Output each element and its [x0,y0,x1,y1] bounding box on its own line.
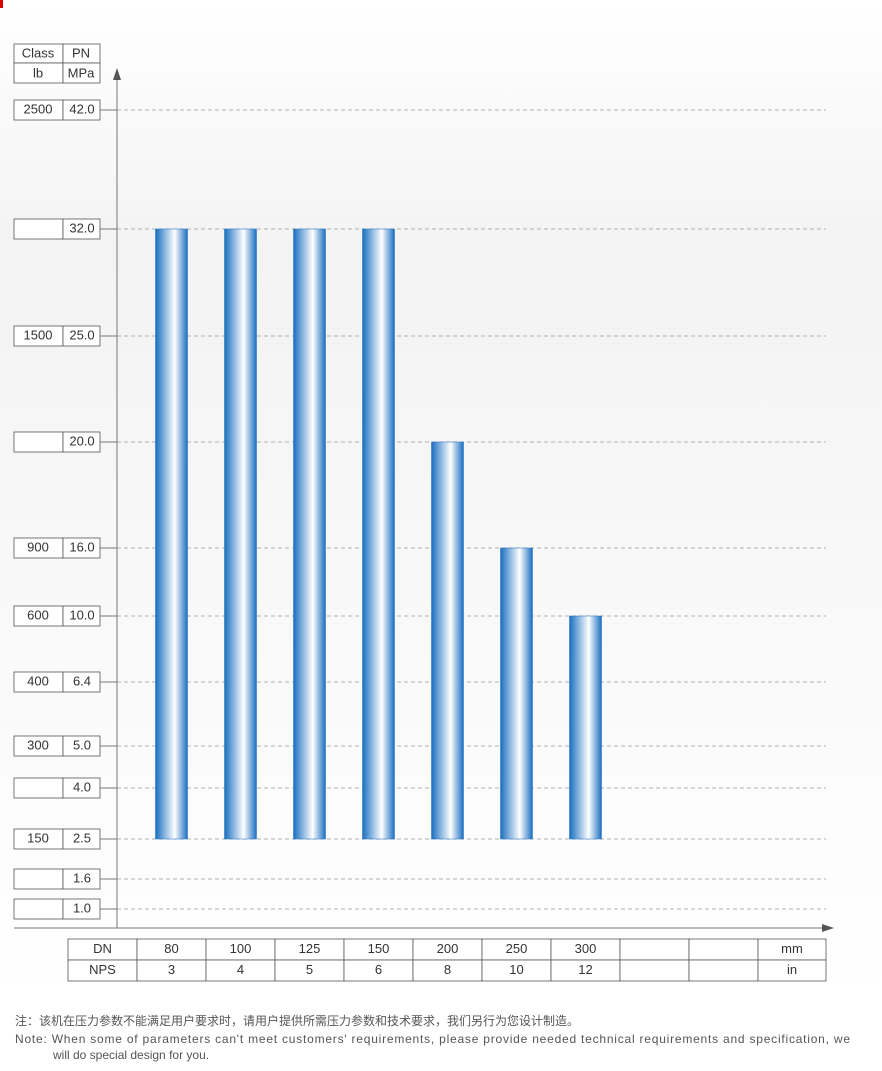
y-tick-label: 1.0 [73,900,91,915]
pn-unit: MPa [68,65,96,80]
class-label: 900 [27,539,49,554]
x-tick-label: 100 [230,941,252,956]
y-tick-label: 16.0 [69,539,94,554]
x-tick-label: 250 [506,941,528,956]
nps-unit: in [787,962,797,977]
x-arrow [822,924,834,932]
class-header: Class [22,45,55,60]
header-cell [62,62,101,84]
y-tick-label: 20.0 [69,433,94,448]
class-label: 300 [27,737,49,752]
bar [431,441,464,840]
table-cell [619,959,690,982]
y-tick-label: 32.0 [69,220,94,235]
class-cell [13,431,64,453]
y-tick-label: 42.0 [69,101,94,116]
dn-label: DN [93,941,112,956]
y-arrow [113,68,121,80]
y-tick-label: 2.5 [73,830,91,845]
x-tick-label: 125 [299,941,321,956]
class-label: 400 [27,673,49,688]
bar [362,228,395,840]
nps-tick-label: 5 [306,962,313,977]
corner-mark [0,0,3,8]
nps-tick-label: 3 [168,962,175,977]
y-tick-label: 25.0 [69,327,94,342]
note-en: Note: When some of parameters can't meet… [15,1032,850,1046]
x-tick-label: 80 [164,941,178,956]
y-tick-label: 6.4 [73,673,91,688]
class-cell [13,218,64,240]
nps-tick-label: 4 [237,962,244,977]
table-cell [757,959,827,982]
table-cell [688,938,759,961]
y-tick-label: 10.0 [69,607,94,622]
nps-label: NPS [89,962,116,977]
x-tick-label: 150 [368,941,390,956]
bar [293,228,326,840]
y-tick-label: 4.0 [73,779,91,794]
nps-tick-label: 8 [444,962,451,977]
x-tick-label: 300 [575,941,597,956]
bar [569,615,602,840]
class-unit: lb [33,65,43,80]
class-label: 150 [27,830,49,845]
class-label: 2500 [24,101,53,116]
dn-unit: mm [781,941,803,956]
nps-tick-label: 6 [375,962,382,977]
class-cell [13,898,64,920]
bar [155,228,188,840]
y-tick-label: 1.6 [73,870,91,885]
class-label: 600 [27,607,49,622]
pn-header: PN [72,45,90,60]
class-cell [13,777,64,799]
note-en: will do special design for you. [52,1048,209,1062]
class-label: 1500 [24,327,53,342]
bar [500,547,533,840]
note-cn: 注：该机在压力参数不能满足用户要求时，请用户提供所需压力参数和技术要求，我们另行… [15,1013,579,1028]
nps-tick-label: 10 [509,962,523,977]
y-tick-label: 5.0 [73,737,91,752]
nps-tick-label: 12 [578,962,592,977]
x-tick-label: 200 [437,941,459,956]
class-cell [13,868,64,890]
bar [224,228,257,840]
table-cell [619,938,690,961]
table-cell [688,959,759,982]
